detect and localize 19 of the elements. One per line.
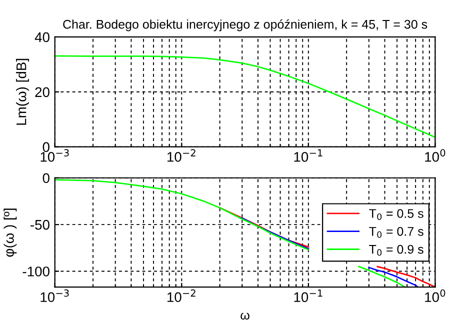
x-tick-label: 10$^{0}$ — [425, 289, 446, 302]
x-tick-label: 10$^{−1}$ — [294, 290, 322, 302]
y-tick-label: 0 — [42, 173, 50, 184]
y-tick-label: 40 — [34, 32, 50, 42]
y-tick-label: -50 — [30, 220, 50, 230]
y-axis-title: Lm(ω) [dB] — [16, 58, 29, 125]
y-tick-label: 20 — [35, 87, 50, 98]
y-tick-label: -100 — [22, 266, 50, 276]
chart-title: Char. Bodego obiektu inercyjnego z opóźnieniem, k = 45, T = 30 s — [63, 19, 428, 32]
legend-label: T$_{0}$ = 0.5 s — [369, 209, 424, 220]
x-tick-label: 10$^{−2}$ — [167, 149, 196, 162]
x-tick-label: 10$^{0}$ — [425, 149, 446, 162]
x-tick-label: 10$^{−1}$ — [294, 149, 322, 162]
x-tick-label: 10$^{−3}$ — [40, 289, 69, 302]
x-tick-label: 10$^{−2}$ — [167, 289, 196, 302]
y-axis-title: φ(ω ) [º] — [4, 208, 17, 257]
x-axis-title: ω — [240, 312, 250, 320]
legend-label: T$_{0}$ = 0.7 s — [369, 226, 424, 238]
legend-label: T$_{0}$ = 0.9 s — [369, 244, 424, 256]
